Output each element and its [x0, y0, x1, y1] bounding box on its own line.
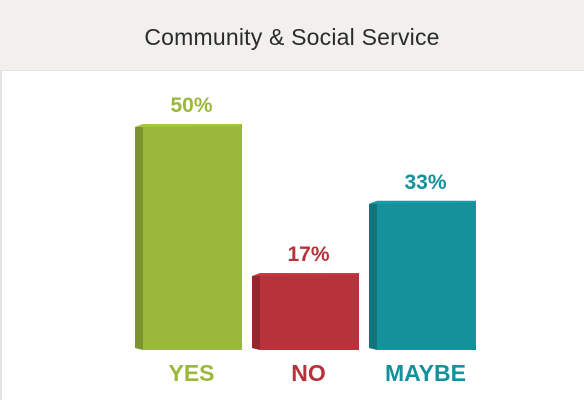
category-label-maybe: MAYBE: [385, 360, 466, 386]
bar-no: [252, 273, 359, 350]
bar-side-maybe: [369, 200, 377, 350]
bar-front-yes: [143, 124, 242, 350]
value-label-yes: 50%: [170, 94, 212, 117]
bar-yes: [135, 124, 242, 350]
bar-top-no: [252, 273, 359, 277]
bar-top-maybe: [369, 200, 476, 204]
bar-side-yes: [135, 124, 143, 350]
bar-front-maybe: [377, 200, 476, 350]
category-label-no: NO: [291, 360, 326, 386]
bar-maybe: [369, 200, 476, 350]
category-label-yes: YES: [168, 360, 214, 386]
card-header: Community & Social Service: [0, 0, 584, 71]
chart-title: Community & Social Service: [144, 24, 440, 50]
card-left-border: [0, 70, 2, 400]
bar-side-no: [252, 273, 260, 350]
value-label-maybe: 33%: [404, 171, 446, 194]
bar-top-yes: [135, 124, 242, 127]
bar-front-no: [260, 273, 359, 350]
value-label-no: 17%: [287, 243, 329, 266]
